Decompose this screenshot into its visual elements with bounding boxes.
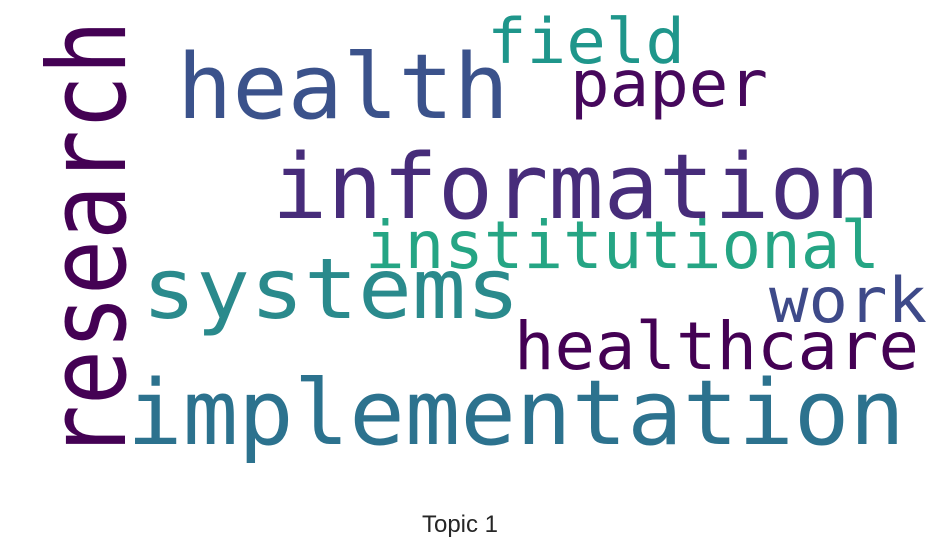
word-paper: paper — [570, 48, 768, 122]
word-work: work — [769, 264, 927, 337]
word-systems: systems — [142, 240, 520, 338]
word-implementation: implementation — [127, 361, 905, 466]
word-healthcare: healthcare — [514, 308, 919, 385]
word-field: field — [487, 5, 685, 78]
chart-title: Topic 1 — [422, 511, 498, 538]
word-information: information — [272, 135, 880, 240]
word-research: research — [26, 20, 151, 460]
word-health: health — [177, 35, 509, 140]
word-institutional: institutional — [365, 207, 880, 284]
